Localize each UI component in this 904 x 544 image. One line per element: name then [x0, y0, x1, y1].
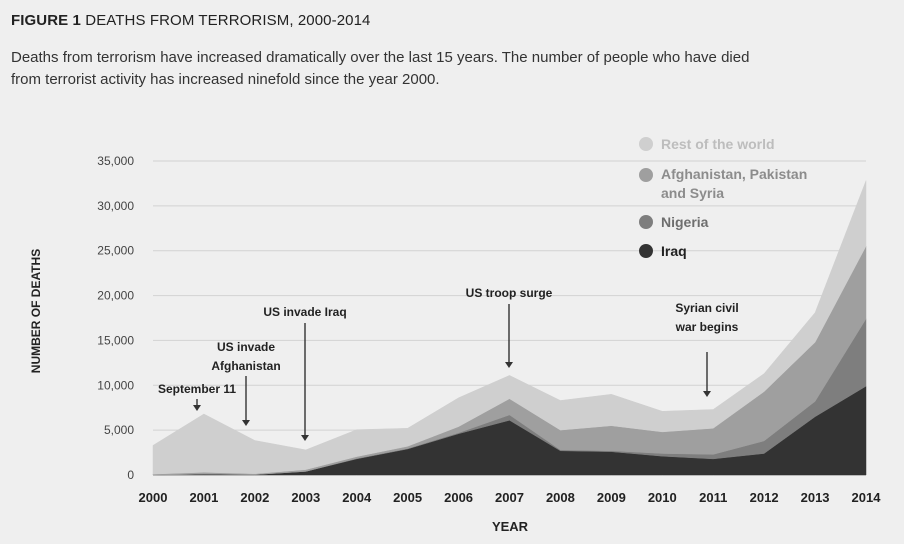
x-tick-label: 2002 — [240, 490, 269, 505]
subtitle-line-2: from terrorist activity has increased ni… — [11, 71, 440, 88]
figure-title-text: DEATHS FROM TERRORISM, 2000-2014 — [85, 12, 371, 29]
x-tick-label: 2001 — [189, 490, 218, 505]
annotation-text: September 11 — [158, 382, 236, 396]
annotation-arrowhead — [242, 420, 250, 426]
legend-label: Rest of the world — [661, 136, 775, 152]
legend-swatch — [639, 137, 653, 151]
x-tick-label: 2009 — [597, 490, 626, 505]
x-tick-label: 2014 — [852, 490, 882, 505]
annotation-text: US invade Iraq — [263, 305, 346, 319]
x-axis-ticks: 2000 2001 2002 2003 2004 2005 2006 2007 2008 2009… — [139, 490, 882, 505]
event-annotations: September 11 US invade Afghanistan US invad… — [158, 286, 739, 441]
x-axis-label: YEAR — [492, 519, 529, 534]
annotation-text: US troop surge — [466, 286, 553, 300]
x-tick-label: 2013 — [801, 490, 830, 505]
x-tick-label: 2005 — [393, 490, 422, 505]
y-tick-label: 25,000 — [97, 244, 134, 258]
annotation-arrowhead — [301, 435, 309, 441]
annotation-text: Syrian civil — [675, 301, 738, 315]
annotation-text: Afghanistan — [211, 359, 280, 373]
legend-label: Iraq — [661, 243, 687, 259]
legend-swatch — [639, 215, 653, 229]
legend: Rest of the world Afghanistan, Pakistan an… — [639, 136, 807, 259]
y-tick-label: 20,000 — [97, 289, 134, 303]
legend-swatch — [639, 168, 653, 182]
annotation-arrowhead — [703, 391, 711, 397]
y-axis-ticks: 0 5,000 10,000 15,000 20,000 25,000 30,000 35,0… — [97, 154, 134, 482]
y-tick-label: 30,000 — [97, 199, 134, 213]
annotation-arrowhead — [505, 362, 513, 368]
y-tick-label: 5,000 — [104, 423, 134, 437]
x-tick-label: 2000 — [139, 490, 168, 505]
y-axis-label: NUMBER OF DEATHS — [29, 249, 43, 373]
annotation-text: US invade — [217, 340, 275, 354]
legend-swatch — [639, 244, 653, 258]
legend-label: Nigeria — [661, 214, 709, 230]
figure-number: FIGURE 1 — [11, 12, 81, 29]
y-tick-label: 35,000 — [97, 154, 134, 168]
area-series — [152, 180, 867, 476]
x-tick-label: 2010 — [648, 490, 677, 505]
y-tick-label: 0 — [127, 468, 134, 482]
x-tick-label: 2006 — [444, 490, 473, 505]
figure-subtitle: Deaths from terrorism have increased dra… — [11, 47, 901, 91]
y-tick-label: 15,000 — [97, 333, 134, 347]
legend-label: and Syria — [661, 185, 724, 201]
x-tick-label: 2007 — [495, 490, 524, 505]
subtitle-line-1: Deaths from terrorism have increased dra… — [11, 49, 750, 66]
area-rest-of-the-world — [152, 180, 867, 475]
x-tick-label: 2004 — [342, 490, 372, 505]
x-tick-label: 2012 — [750, 490, 779, 505]
annotation-arrowhead — [193, 405, 201, 411]
annotation-text: war begins — [675, 320, 739, 334]
legend-label: Afghanistan, Pakistan — [661, 166, 807, 182]
x-tick-label: 2011 — [699, 490, 727, 505]
x-tick-label: 2008 — [546, 490, 575, 505]
y-tick-label: 10,000 — [97, 378, 134, 392]
figure-title: FIGURE 1 DEATHS FROM TERRORISM, 2000-201… — [11, 12, 370, 29]
x-tick-label: 2003 — [291, 490, 320, 505]
